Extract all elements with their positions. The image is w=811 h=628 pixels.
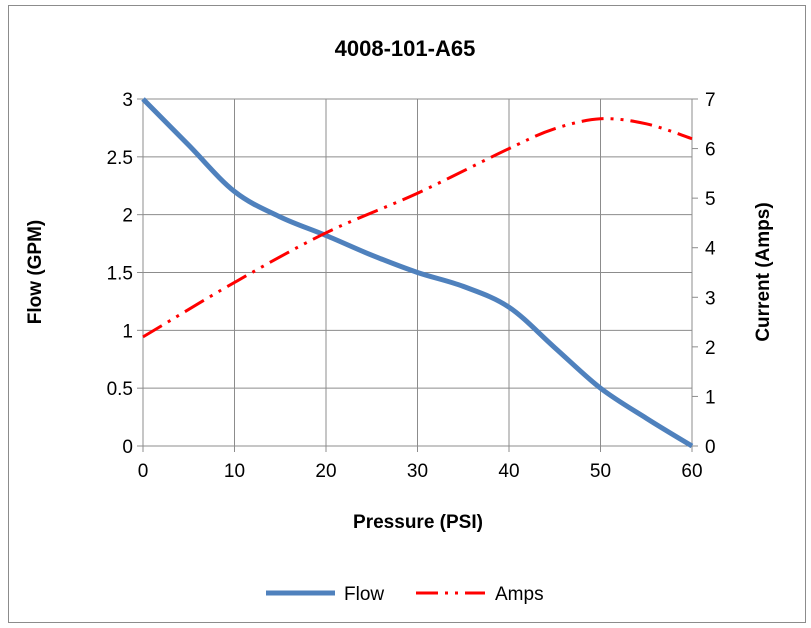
chart-frame bbox=[8, 5, 806, 623]
legend-amps-label: Amps bbox=[495, 584, 544, 605]
y2-tick-label: 3 bbox=[705, 288, 716, 309]
x-tick-label: 20 bbox=[315, 461, 336, 482]
grid bbox=[137, 98, 698, 452]
y-tick-label: 1.5 bbox=[107, 264, 133, 285]
series-group bbox=[141, 97, 694, 449]
y-tick-label: 0.5 bbox=[107, 379, 133, 400]
y2-axis-title: Current (Amps) bbox=[753, 202, 774, 341]
y2-tick-label: 1 bbox=[705, 387, 716, 408]
y-axis-title: Flow (GPM) bbox=[25, 220, 46, 324]
y2-tick-label: 7 bbox=[705, 90, 716, 111]
legend-flow-label: Flow bbox=[344, 584, 384, 605]
y2-tick-label: 2 bbox=[705, 338, 716, 359]
y2-tick-label: 5 bbox=[705, 189, 716, 210]
chart-title: 4008-101-A65 bbox=[335, 36, 476, 61]
x-tick-label: 50 bbox=[590, 461, 611, 482]
x-tick-label: 0 bbox=[138, 461, 149, 482]
series-line-flow bbox=[141, 97, 694, 449]
y-tick-label: 2 bbox=[122, 206, 133, 227]
y-tick-label: 2.5 bbox=[107, 148, 133, 169]
series-line-amps bbox=[142, 117, 693, 339]
y2-tick-label: 4 bbox=[705, 239, 716, 260]
x-tick-label: 30 bbox=[407, 461, 428, 482]
x-tick-label: 40 bbox=[498, 461, 519, 482]
x-axis-title: Pressure (PSI) bbox=[353, 512, 483, 533]
y2-tick-label: 0 bbox=[705, 437, 716, 458]
x-tick-label: 60 bbox=[681, 461, 702, 482]
legend: Flow Amps bbox=[266, 584, 544, 605]
x-tick-label: 10 bbox=[224, 461, 245, 482]
y-tick-label: 3 bbox=[122, 90, 133, 111]
y-tick-label: 0 bbox=[122, 437, 133, 458]
y-tick-label: 1 bbox=[122, 321, 133, 342]
y2-tick-label: 6 bbox=[705, 140, 716, 161]
